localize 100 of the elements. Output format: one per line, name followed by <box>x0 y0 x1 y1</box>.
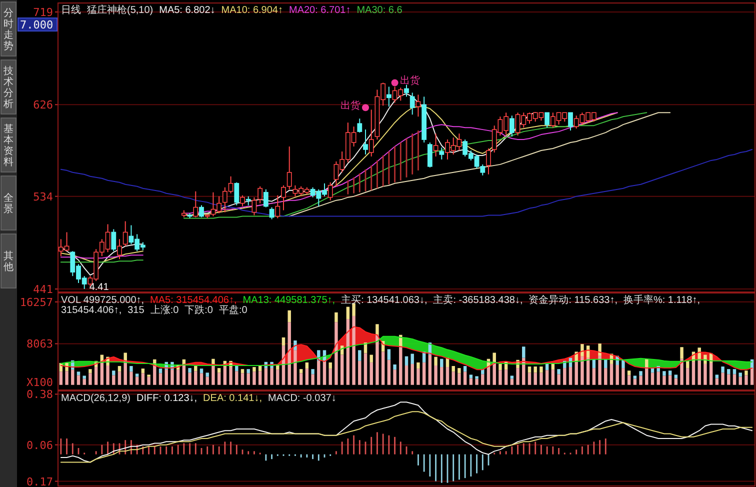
bar <box>88 369 92 374</box>
annotation: 资金异动: 115.633↑, <box>528 294 618 306</box>
bar <box>158 368 162 374</box>
bar <box>217 372 221 385</box>
bar <box>112 370 116 376</box>
bar <box>686 368 690 385</box>
bar <box>639 376 642 385</box>
bar <box>100 362 104 385</box>
bar <box>557 374 560 385</box>
bar <box>674 374 678 378</box>
bar <box>130 372 133 385</box>
bar <box>94 367 98 385</box>
bar <box>545 364 549 370</box>
annotation: 主买: 134541.063↓, <box>341 294 428 306</box>
bar <box>686 360 690 368</box>
bar <box>106 365 110 385</box>
annotation: MACD: -0.037↓ <box>268 393 336 404</box>
bar <box>59 372 63 385</box>
bar <box>328 368 332 385</box>
bar <box>217 368 221 373</box>
y-tick-label: 626 <box>33 98 53 112</box>
bar <box>458 373 461 385</box>
bar <box>364 353 368 385</box>
bar <box>404 365 408 385</box>
bar <box>235 365 238 372</box>
bar <box>604 359 608 368</box>
bar <box>305 362 309 369</box>
bar <box>709 362 713 385</box>
bar <box>498 370 502 385</box>
bar <box>334 322 338 385</box>
annotation: 换手率%: 1.118↑, <box>623 294 700 306</box>
bar <box>194 366 198 372</box>
bar <box>264 368 268 385</box>
bar <box>141 368 145 374</box>
bar <box>668 370 672 376</box>
bar <box>176 370 180 385</box>
bar <box>135 374 139 377</box>
bar <box>76 372 80 376</box>
bar <box>452 372 455 385</box>
bar <box>240 369 244 374</box>
chart-subtitle: 猛庄神枪(5,10) <box>87 4 154 16</box>
bar <box>240 373 244 385</box>
bar <box>188 372 192 385</box>
y-tick-label: 0.06 <box>26 438 53 452</box>
bar <box>616 364 619 385</box>
bar <box>258 366 262 372</box>
bar <box>376 324 379 335</box>
bar <box>158 373 162 385</box>
bar <box>311 369 314 374</box>
bar <box>698 348 701 359</box>
bar <box>200 373 204 385</box>
bar <box>393 364 396 370</box>
text: MA10: 6.904↑ <box>221 5 283 16</box>
bar <box>481 374 484 385</box>
bar <box>750 368 754 385</box>
y-axis-title: X100 <box>26 376 53 389</box>
annotation: 4.41 <box>89 282 110 294</box>
bar <box>381 352 385 385</box>
bar <box>135 376 139 385</box>
chart-title: VOL 499725.000↑, <box>61 295 144 306</box>
bar <box>118 372 122 385</box>
bar <box>170 370 174 385</box>
text: DIFF: 0.123↓, <box>136 393 198 404</box>
bar <box>610 364 614 385</box>
bar <box>516 368 520 385</box>
bar <box>551 370 555 385</box>
bar <box>528 366 532 373</box>
bar <box>328 362 332 369</box>
bar <box>164 370 168 385</box>
bar <box>393 370 396 385</box>
bar <box>370 362 373 385</box>
bar <box>557 369 560 374</box>
bar <box>522 358 526 385</box>
bar <box>534 366 537 373</box>
bar <box>540 372 543 385</box>
bar <box>522 346 526 358</box>
annotation: 主卖: -365183.438↓, <box>433 294 523 306</box>
annotation: 315 <box>128 305 145 316</box>
bar <box>410 354 414 364</box>
bar <box>738 376 742 385</box>
bar <box>399 347 402 385</box>
text: MA30: 6.6 <box>356 5 403 16</box>
bar <box>322 360 326 385</box>
bar <box>692 362 696 385</box>
bar <box>645 358 648 368</box>
y-tick-label: 719 <box>33 6 53 19</box>
bar <box>246 369 250 374</box>
bar <box>633 376 637 379</box>
bar <box>463 372 467 385</box>
text: 7.000 <box>20 18 54 32</box>
bar <box>311 374 314 385</box>
bar <box>540 366 543 373</box>
bar <box>147 376 150 385</box>
text: DEA: 0.141↓, <box>203 393 262 404</box>
bar <box>88 373 92 385</box>
bar <box>387 360 391 385</box>
bar <box>182 365 186 385</box>
bar <box>370 354 373 362</box>
bar <box>732 374 736 385</box>
bar <box>130 366 133 372</box>
